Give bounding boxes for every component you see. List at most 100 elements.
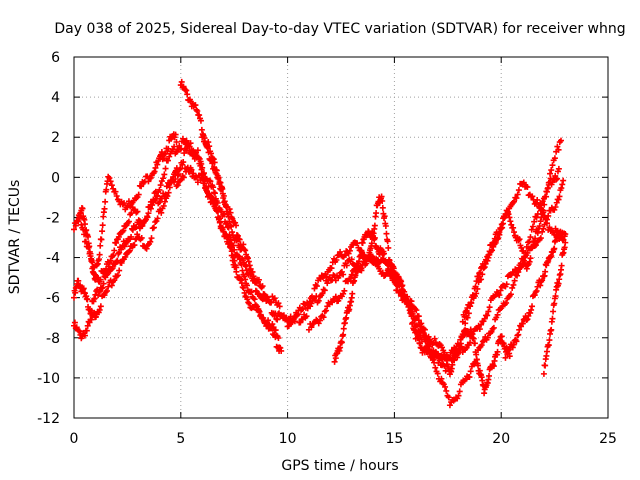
- data-point: [99, 284, 106, 291]
- data-point: [359, 261, 366, 268]
- data-point: [484, 312, 491, 319]
- data-point: [308, 324, 315, 331]
- data-point: [228, 248, 235, 255]
- data-point: [384, 238, 391, 245]
- data-point: [371, 222, 378, 229]
- data-point: [106, 175, 113, 182]
- data-point: [484, 257, 491, 264]
- data-point: [343, 262, 350, 269]
- data-point: [174, 182, 181, 189]
- data-point: [386, 261, 393, 268]
- data-point: [363, 260, 370, 267]
- data-point: [185, 140, 192, 147]
- data-point: [518, 244, 525, 251]
- data-point: [516, 326, 523, 333]
- data-point: [477, 269, 484, 276]
- data-point: [513, 338, 520, 345]
- data-point: [446, 402, 453, 409]
- data-point: [297, 319, 304, 326]
- data-point: [548, 167, 555, 174]
- data-point: [467, 368, 474, 375]
- data-point: [514, 191, 521, 198]
- data-point: [71, 319, 78, 326]
- data-point: [490, 363, 497, 370]
- data-point: [472, 283, 479, 290]
- data-point: [230, 254, 237, 261]
- data-point: [504, 351, 511, 358]
- data-point: [227, 222, 234, 229]
- data-point: [161, 198, 168, 205]
- data-point: [151, 168, 158, 175]
- data-point: [108, 182, 115, 189]
- data-point: [294, 311, 301, 318]
- data-point: [534, 229, 541, 236]
- data-point: [219, 224, 226, 231]
- data-point: [241, 246, 248, 253]
- data-point: [103, 287, 110, 294]
- data-point: [228, 223, 235, 230]
- data-point: [538, 214, 545, 221]
- data-point: [76, 328, 83, 335]
- series-track-11: [540, 239, 569, 377]
- data-point: [176, 166, 183, 173]
- data-point: [271, 295, 278, 302]
- data-point: [490, 239, 497, 246]
- data-point: [320, 314, 327, 321]
- data-point: [148, 235, 155, 242]
- x-tick-label: 15: [385, 431, 403, 447]
- data-point: [385, 244, 392, 251]
- data-point: [406, 302, 413, 309]
- data-point: [336, 272, 343, 279]
- data-point: [199, 175, 206, 182]
- data-point: [368, 240, 375, 247]
- data-point: [494, 311, 501, 318]
- data-point: [244, 255, 251, 262]
- data-point: [347, 275, 354, 282]
- data-point: [527, 234, 534, 241]
- data-point: [332, 293, 339, 300]
- data-point: [115, 233, 122, 240]
- data-point: [198, 174, 205, 181]
- data-point: [528, 226, 535, 233]
- data-point: [272, 334, 279, 341]
- data-point: [478, 321, 485, 328]
- data-point: [274, 316, 281, 323]
- data-point: [251, 296, 258, 303]
- data-point: [436, 357, 443, 364]
- data-point: [171, 143, 178, 150]
- data-point: [75, 218, 82, 225]
- data-point: [329, 299, 336, 306]
- data-point: [340, 290, 347, 297]
- data-point: [192, 149, 199, 156]
- data-point: [459, 318, 466, 325]
- data-point: [268, 325, 275, 332]
- data-point: [180, 159, 187, 166]
- data-point: [340, 325, 347, 332]
- data-point: [475, 273, 482, 280]
- data-point: [113, 258, 120, 265]
- data-point: [514, 268, 521, 275]
- data-point: [408, 313, 415, 320]
- data-point: [200, 131, 207, 138]
- data-point: [275, 300, 282, 307]
- data-point: [175, 171, 182, 178]
- data-point: [158, 209, 165, 216]
- data-point: [242, 276, 249, 283]
- data-point: [489, 247, 496, 254]
- data-point: [113, 239, 120, 246]
- data-point: [276, 303, 283, 310]
- data-point: [496, 292, 503, 299]
- data-point: [196, 112, 203, 119]
- data-point: [249, 268, 256, 275]
- data-point: [233, 264, 240, 271]
- data-point: [241, 289, 248, 296]
- data-point: [215, 208, 222, 215]
- data-point: [222, 203, 229, 210]
- data-point: [192, 102, 199, 109]
- data-point: [101, 205, 108, 212]
- y-tick-label: -12: [37, 411, 60, 427]
- data-point: [485, 254, 492, 261]
- data-point: [147, 205, 154, 212]
- data-point: [275, 335, 282, 342]
